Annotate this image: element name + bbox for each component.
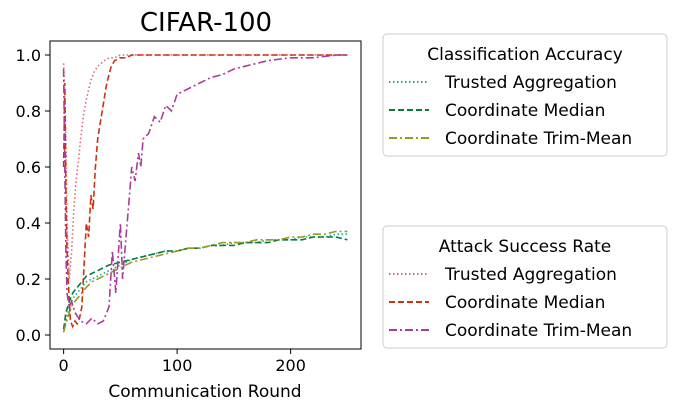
legends: Classification Accuracy Trusted Aggregati… bbox=[382, 33, 668, 349]
legend-label: Trusted Aggregation bbox=[444, 265, 617, 285]
y-tick-label: 0.4 bbox=[16, 214, 41, 233]
chart-title: CIFAR-100 bbox=[140, 8, 272, 38]
series-line-classification-accuracy-trusted-aggregation bbox=[62, 233, 348, 333]
y-tick-label: 0.6 bbox=[16, 158, 41, 177]
legend-attack-success-rate: Attack Success Rate Trusted Aggregation Co… bbox=[382, 225, 668, 349]
legend-label: Coordinate Median bbox=[445, 101, 605, 121]
x-tick-label: 100 bbox=[162, 356, 193, 375]
y-tick-label: 0.2 bbox=[16, 270, 41, 289]
legend-box bbox=[382, 225, 668, 349]
series-line-attack-success-rate-trusted-aggregation bbox=[62, 54, 348, 280]
legend-box bbox=[382, 33, 668, 157]
plot-frame bbox=[49, 40, 362, 350]
legend-title: Classification Accuracy bbox=[427, 45, 623, 65]
x-tick-label: 200 bbox=[275, 356, 306, 375]
legend-classification-accuracy: Classification Accuracy Trusted Aggregati… bbox=[382, 33, 668, 157]
series-line-attack-success-rate-coordinate-median bbox=[62, 54, 348, 329]
axes: 0 100 200 0.0 0.2 0.4 0.6 0.8 1.0 bbox=[16, 46, 306, 375]
x-axis-title: Communication Round bbox=[108, 382, 301, 402]
x-tick-label: 0 bbox=[59, 356, 69, 375]
y-tick-label: 0.8 bbox=[16, 102, 41, 121]
legend-label: Trusted Aggregation bbox=[444, 73, 617, 93]
legend-label: Coordinate Trim-Mean bbox=[445, 129, 632, 149]
legend-label: Coordinate Trim-Mean bbox=[445, 321, 632, 341]
series-line-classification-accuracy-coordinate-trim-mean bbox=[62, 230, 348, 333]
legend-title: Attack Success Rate bbox=[439, 237, 612, 257]
plot-area bbox=[62, 54, 348, 333]
series-line-attack-success-rate-coordinate-trim-mean bbox=[62, 54, 348, 325]
y-tick-label: 1.0 bbox=[16, 46, 41, 65]
legend-label: Coordinate Median bbox=[445, 293, 605, 313]
y-tick-label: 0.0 bbox=[16, 326, 41, 345]
